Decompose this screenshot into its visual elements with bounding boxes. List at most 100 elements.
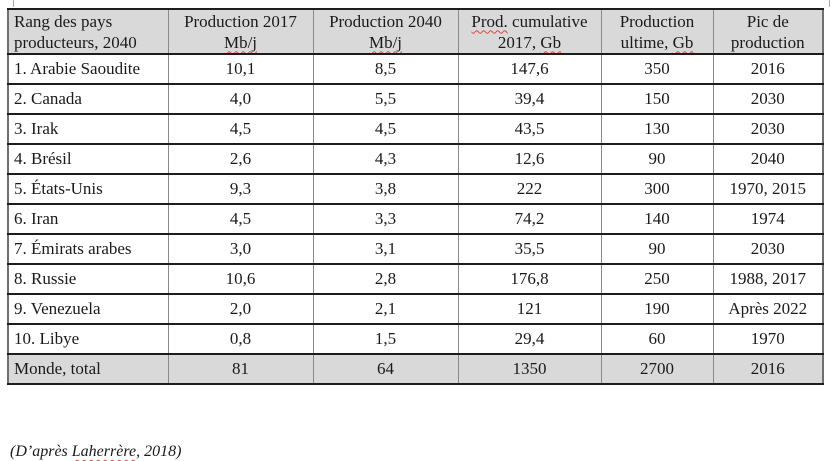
table-row: 2. Canada 4,0 5,5 39,4 150 2030 bbox=[7, 83, 824, 115]
table-row: 7. Émirats arabes 3,0 3,1 35,5 90 2030 bbox=[7, 233, 824, 265]
header-line: cumulative bbox=[507, 11, 588, 31]
cell-country: 1. Arabie Saoudite bbox=[7, 53, 169, 85]
cell-production-2040: 3,1 bbox=[312, 233, 459, 265]
cell-ultimate: 60 bbox=[600, 323, 714, 355]
cell-peak: 1988, 2017 bbox=[712, 263, 824, 295]
page-margin-marker-right bbox=[829, 0, 830, 7]
cell-production-2017: 2,0 bbox=[167, 293, 314, 325]
cell-peak: 2030 bbox=[712, 83, 824, 115]
cell-production-2017: 2,6 bbox=[167, 143, 314, 175]
table-row: 4. Brésil 2,6 4,3 12,6 90 2040 bbox=[7, 143, 824, 175]
header-line: ultime, bbox=[620, 32, 673, 52]
cell-ultimate: 250 bbox=[600, 263, 714, 295]
cell-total-cumulative: 1350 bbox=[457, 353, 602, 385]
cell-country: 10. Libye bbox=[7, 323, 169, 355]
cell-total-peak: 2016 bbox=[712, 353, 824, 385]
cell-production-2040: 3,3 bbox=[312, 203, 459, 235]
cell-total-ultimate: 2700 bbox=[600, 353, 714, 385]
cell-production-2017: 0,8 bbox=[167, 323, 314, 355]
header-line: Production 2017 bbox=[184, 11, 297, 31]
cell-ultimate: 350 bbox=[600, 53, 714, 85]
cell-peak: 1970, 2015 bbox=[712, 173, 824, 205]
cell-peak: 2030 bbox=[712, 233, 824, 265]
cell-cumulative: 222 bbox=[457, 173, 602, 205]
cell-peak: 2030 bbox=[712, 113, 824, 145]
cell-country: 4. Brésil bbox=[7, 143, 169, 175]
cell-total-label: Monde, total bbox=[7, 353, 169, 385]
cell-total-production-2017: 81 bbox=[167, 353, 314, 385]
cell-country: 6. Iran bbox=[7, 203, 169, 235]
header-unit-misspelled: Gb bbox=[540, 32, 562, 52]
header-line: production bbox=[730, 32, 805, 52]
cell-peak: 1970 bbox=[712, 323, 824, 355]
cell-cumulative: 39,4 bbox=[457, 83, 602, 115]
cell-ultimate: 190 bbox=[600, 293, 714, 325]
cell-cumulative: 35,5 bbox=[457, 233, 602, 265]
cell-production-2017: 9,3 bbox=[167, 173, 314, 205]
table-row: 9. Venezuela 2,0 2,1 121 190 Après 2022 bbox=[7, 293, 824, 325]
cell-production-2017: 4,5 bbox=[167, 113, 314, 145]
header-row: Rang des pays producteurs, 2040 Productio… bbox=[7, 8, 824, 55]
table-row: 5. États-Unis 9,3 3,8 222 300 1970, 2015 bbox=[7, 173, 824, 205]
cell-peak: Après 2022 bbox=[712, 293, 824, 325]
cell-cumulative: 121 bbox=[457, 293, 602, 325]
cell-production-2040: 4,3 bbox=[312, 143, 459, 175]
table-row: 6. Iran 4,5 3,3 74,2 140 1974 bbox=[7, 203, 824, 235]
cell-ultimate: 140 bbox=[600, 203, 714, 235]
cell-production-2017: 10,1 bbox=[167, 53, 314, 85]
header-line: 2017, bbox=[497, 32, 541, 52]
cell-cumulative: 74,2 bbox=[457, 203, 602, 235]
citation-text: (D’après bbox=[10, 443, 72, 460]
cell-cumulative: 176,8 bbox=[457, 263, 602, 295]
header-unit-misspelled: Mb/j bbox=[368, 32, 403, 52]
header-line: producteurs, 2040 bbox=[14, 32, 137, 52]
table-total-row: Monde, total 81 64 1350 2700 2016 bbox=[7, 353, 824, 385]
cell-production-2040: 3,8 bbox=[312, 173, 459, 205]
cell-production-2040: 1,5 bbox=[312, 323, 459, 355]
table-row: 10. Libye 0,8 1,5 29,4 60 1970 bbox=[7, 323, 824, 355]
cell-cumulative: 147,6 bbox=[457, 53, 602, 85]
cell-production-2040: 2,8 bbox=[312, 263, 459, 295]
cell-country: 2. Canada bbox=[7, 83, 169, 115]
header-ultimate-production: Production ultime, Gb bbox=[600, 8, 714, 55]
cell-peak: 1974 bbox=[712, 203, 824, 235]
citation-name-misspelled: Laherrère bbox=[71, 443, 137, 460]
cell-ultimate: 130 bbox=[600, 113, 714, 145]
table-row: 3. Irak 4,5 4,5 43,5 130 2030 bbox=[7, 113, 824, 145]
header-production-2017: Production 2017 Mb/j bbox=[167, 8, 314, 55]
cell-cumulative: 43,5 bbox=[457, 113, 602, 145]
cell-production-2040: 4,5 bbox=[312, 113, 459, 145]
header-peak-production: Pic de production bbox=[712, 8, 824, 55]
table-row: 1. Arabie Saoudite 10,1 8,5 147,6 350 20… bbox=[7, 53, 824, 85]
cell-cumulative: 29,4 bbox=[457, 323, 602, 355]
cell-ultimate: 90 bbox=[600, 143, 714, 175]
header-cumulative-production: Prod. cumulative 2017, Gb bbox=[457, 8, 602, 55]
cell-peak: 2016 bbox=[712, 53, 824, 85]
source-citation: (D’après Laherrère, 2018) bbox=[10, 443, 181, 461]
header-line: Rang des pays bbox=[14, 11, 113, 31]
cell-production-2017: 4,0 bbox=[167, 83, 314, 115]
cell-ultimate: 300 bbox=[600, 173, 714, 205]
cell-production-2040: 2,1 bbox=[312, 293, 459, 325]
cell-peak: 2040 bbox=[712, 143, 824, 175]
cell-country: 9. Venezuela bbox=[7, 293, 169, 325]
header-unit-misspelled: Mb/j bbox=[223, 32, 258, 52]
header-unit-misspelled: Gb bbox=[672, 32, 694, 52]
header-line: Pic de bbox=[746, 11, 789, 31]
cell-country: 8. Russie bbox=[7, 263, 169, 295]
header-word-misspelled: Prod. bbox=[471, 11, 508, 31]
table-body: 1. Arabie Saoudite 10,1 8,5 147,6 350 20… bbox=[7, 53, 824, 385]
cell-total-production-2040: 64 bbox=[312, 353, 459, 385]
cell-production-2040: 5,5 bbox=[312, 83, 459, 115]
cell-cumulative: 12,6 bbox=[457, 143, 602, 175]
cell-production-2017: 4,5 bbox=[167, 203, 314, 235]
table-header: Rang des pays producteurs, 2040 Productio… bbox=[7, 8, 824, 55]
table-row: 8. Russie 10,6 2,8 176,8 250 1988, 2017 bbox=[7, 263, 824, 295]
cell-production-2040: 8,5 bbox=[312, 53, 459, 85]
cell-country: 5. États-Unis bbox=[7, 173, 169, 205]
cell-production-2017: 10,6 bbox=[167, 263, 314, 295]
page-margin-marker-left bbox=[13, 0, 14, 7]
cell-country: 7. Émirats arabes bbox=[7, 233, 169, 265]
cell-ultimate: 90 bbox=[600, 233, 714, 265]
cell-country: 3. Irak bbox=[7, 113, 169, 145]
